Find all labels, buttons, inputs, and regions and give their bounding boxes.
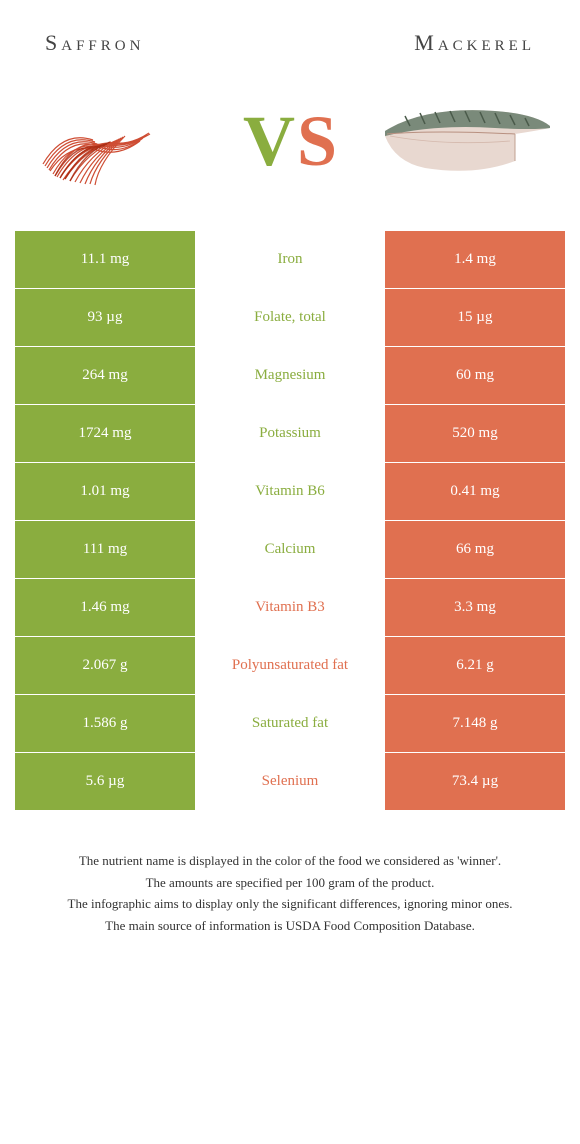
nutrient-value-left: 11.1 mg: [15, 231, 195, 289]
footer-line: The main source of information is USDA F…: [25, 916, 555, 936]
table-row: 2.067 gPolyunsaturated fat6.21 g: [15, 637, 565, 695]
food-left-title: Saffron: [45, 30, 144, 56]
table-row: 264 mgMagnesium60 mg: [15, 347, 565, 405]
nutrient-label: Calcium: [195, 521, 385, 579]
nutrient-value-left: 1.46 mg: [15, 579, 195, 637]
vs-label: VS: [243, 100, 337, 183]
footer-line: The nutrient name is displayed in the co…: [25, 851, 555, 871]
nutrient-value-left: 264 mg: [15, 347, 195, 405]
table-row: 11.1 mgIron1.4 mg: [15, 231, 565, 289]
nutrient-value-right: 520 mg: [385, 405, 565, 463]
nutrient-value-right: 3.3 mg: [385, 579, 565, 637]
nutrient-label: Iron: [195, 231, 385, 289]
footer: The nutrient name is displayed in the co…: [15, 811, 565, 947]
table-row: 1.586 gSaturated fat7.148 g: [15, 695, 565, 753]
header: Saffron Mackerel: [15, 20, 565, 81]
table-row: 5.6 µgSelenium73.4 µg: [15, 753, 565, 811]
nutrient-value-left: 111 mg: [15, 521, 195, 579]
nutrient-value-left: 93 µg: [15, 289, 195, 347]
nutrient-value-right: 60 mg: [385, 347, 565, 405]
nutrient-label: Selenium: [195, 753, 385, 811]
saffron-icon: [25, 81, 205, 201]
nutrient-value-right: 73.4 µg: [385, 753, 565, 811]
nutrient-table: 11.1 mgIron1.4 mg93 µgFolate, total15 µg…: [15, 231, 565, 811]
nutrient-value-right: 6.21 g: [385, 637, 565, 695]
table-row: 1724 mgPotassium520 mg: [15, 405, 565, 463]
table-row: 1.01 mgVitamin B60.41 mg: [15, 463, 565, 521]
table-row: 111 mgCalcium66 mg: [15, 521, 565, 579]
nutrient-label: Folate, total: [195, 289, 385, 347]
nutrient-label: Vitamin B3: [195, 579, 385, 637]
nutrient-value-right: 15 µg: [385, 289, 565, 347]
nutrient-value-left: 5.6 µg: [15, 753, 195, 811]
nutrient-label: Polyunsaturated fat: [195, 637, 385, 695]
nutrient-label: Potassium: [195, 405, 385, 463]
table-row: 1.46 mgVitamin B33.3 mg: [15, 579, 565, 637]
nutrient-value-right: 7.148 g: [385, 695, 565, 753]
nutrient-label: Saturated fat: [195, 695, 385, 753]
table-row: 93 µgFolate, total15 µg: [15, 289, 565, 347]
nutrient-value-left: 1.01 mg: [15, 463, 195, 521]
nutrient-value-right: 1.4 mg: [385, 231, 565, 289]
nutrient-value-left: 1.586 g: [15, 695, 195, 753]
vs-v: V: [243, 100, 295, 183]
vs-row: VS: [15, 81, 565, 231]
nutrient-label: Magnesium: [195, 347, 385, 405]
footer-line: The infographic aims to display only the…: [25, 894, 555, 914]
footer-line: The amounts are specified per 100 gram o…: [25, 873, 555, 893]
vs-s: S: [297, 100, 337, 183]
nutrient-label: Vitamin B6: [195, 463, 385, 521]
nutrient-value-right: 66 mg: [385, 521, 565, 579]
nutrient-value-right: 0.41 mg: [385, 463, 565, 521]
mackerel-icon: [375, 81, 555, 201]
nutrient-value-left: 1724 mg: [15, 405, 195, 463]
food-right-title: Mackerel: [414, 30, 535, 56]
nutrient-value-left: 2.067 g: [15, 637, 195, 695]
